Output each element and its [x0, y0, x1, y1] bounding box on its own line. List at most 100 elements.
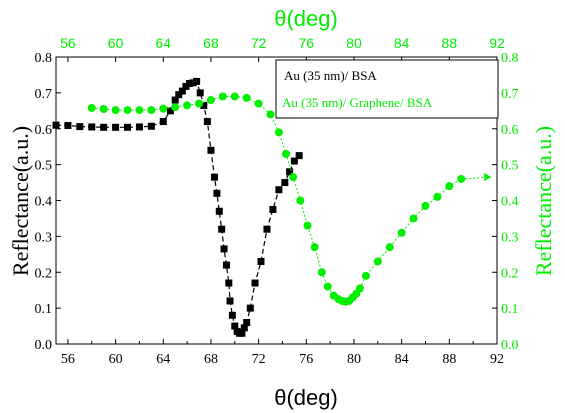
right-tick-label: 0.6 — [501, 123, 519, 138]
right-tick-label: 0.5 — [501, 159, 519, 174]
data-point — [310, 243, 319, 252]
data-point — [88, 123, 96, 131]
data-point — [135, 123, 143, 131]
data-point — [200, 101, 208, 109]
data-point — [112, 123, 120, 131]
data-point — [290, 157, 298, 165]
series-arrow-head — [484, 172, 492, 181]
bottom-tick-label: 68 — [204, 352, 218, 367]
data-point — [263, 225, 271, 233]
data-point — [211, 173, 219, 181]
data-point — [409, 214, 418, 223]
data-point — [189, 79, 197, 87]
legend-box — [275, 59, 499, 119]
bottom-tick-label: 72 — [252, 352, 266, 367]
data-point — [193, 77, 201, 85]
legend: Au (35 nm)/ BSA Au (35 nm)/ Graphene/ BS… — [275, 59, 499, 119]
legend-entry-au-bsa: Au (35 nm)/ BSA — [284, 68, 377, 83]
data-point — [213, 189, 221, 197]
data-point — [123, 106, 132, 115]
data-point — [171, 96, 179, 104]
data-point — [135, 106, 144, 115]
top-tick-label: 56 — [60, 35, 76, 51]
data-point — [275, 186, 283, 194]
right-tick-label: 0.3 — [501, 230, 519, 245]
top-tick-label: 64 — [155, 35, 171, 51]
data-point — [166, 107, 174, 115]
data-point — [226, 297, 234, 305]
series-layer — [52, 77, 492, 337]
data-point — [215, 207, 223, 215]
data-point — [175, 91, 183, 99]
top-tick-label: 88 — [442, 35, 458, 51]
data-point — [242, 93, 251, 102]
left-tick-label: 0.6 — [35, 123, 53, 138]
top-axis-label: θ(deg) — [274, 6, 338, 31]
data-point — [269, 205, 277, 213]
data-point — [433, 192, 442, 201]
bottom-axis-label: θ(deg) — [274, 385, 338, 410]
data-point — [207, 146, 215, 154]
right-tick-label: 0.0 — [501, 338, 519, 353]
bottom-tick-label: 80 — [347, 352, 361, 367]
top-tick-label: 72 — [251, 35, 267, 51]
left-tick-label: 0.2 — [35, 266, 53, 281]
left-tick-label: 0.0 — [35, 338, 53, 353]
left-tick-label: 0.5 — [35, 159, 53, 174]
left-tick-label: 0.3 — [35, 230, 53, 245]
data-point — [246, 304, 254, 312]
data-point — [240, 324, 248, 332]
bottom-tick-label: 88 — [442, 352, 456, 367]
legend-entry-au-graphene-bsa: Au (35 nm)/ Graphene/ BSA — [282, 95, 433, 110]
data-point — [218, 225, 226, 233]
data-point — [282, 149, 291, 158]
series-au-bsa — [52, 77, 303, 337]
left-tick-label: 0.8 — [35, 51, 53, 66]
bottom-tick-label: 92 — [490, 352, 504, 367]
data-point — [111, 106, 120, 115]
data-point — [171, 103, 180, 112]
data-point — [178, 87, 186, 95]
data-point — [64, 122, 72, 130]
right-tick-label: 0.7 — [501, 87, 519, 102]
left-axis-label: Reflectance(a.u.) — [8, 126, 33, 276]
data-point — [289, 173, 298, 182]
bottom-tick-label: 84 — [395, 352, 409, 367]
data-point — [257, 257, 265, 265]
data-point — [147, 122, 155, 130]
series-line — [55, 80, 300, 334]
data-point — [295, 152, 303, 160]
data-point — [147, 106, 156, 115]
data-point — [159, 104, 168, 113]
right-tick-label: 0.8 — [501, 51, 519, 66]
data-point — [203, 118, 211, 126]
bottom-tick-label: 56 — [61, 352, 75, 367]
data-point — [185, 80, 193, 88]
data-point — [243, 318, 251, 326]
data-point — [317, 268, 326, 277]
data-point — [421, 201, 430, 210]
data-point — [218, 92, 227, 101]
data-point — [196, 89, 204, 97]
data-point — [222, 261, 230, 269]
right-tick-label: 0.2 — [501, 266, 519, 281]
top-tick-label: 60 — [108, 35, 124, 51]
bottom-tick-label: 76 — [299, 352, 313, 367]
top-tick-label: 92 — [489, 35, 505, 51]
data-point — [281, 179, 289, 187]
bottom-tick-label: 64 — [156, 352, 170, 367]
right-tick-label: 0.1 — [501, 302, 519, 317]
bottom-axis: 56 60 64 68 72 76 80 84 88 92 — [61, 339, 504, 367]
left-tick-label: 0.1 — [35, 302, 53, 317]
data-point — [266, 110, 275, 119]
data-point — [286, 168, 294, 176]
data-point — [355, 284, 364, 293]
data-point — [225, 279, 233, 287]
data-point — [182, 82, 190, 90]
right-axis: 0.0 0.1 0.2 0.3 0.4 0.5 0.6 0.7 0.8 — [492, 51, 519, 353]
top-tick-label: 68 — [203, 35, 219, 51]
data-point — [361, 271, 370, 280]
data-point — [445, 182, 454, 191]
data-point — [195, 99, 204, 108]
